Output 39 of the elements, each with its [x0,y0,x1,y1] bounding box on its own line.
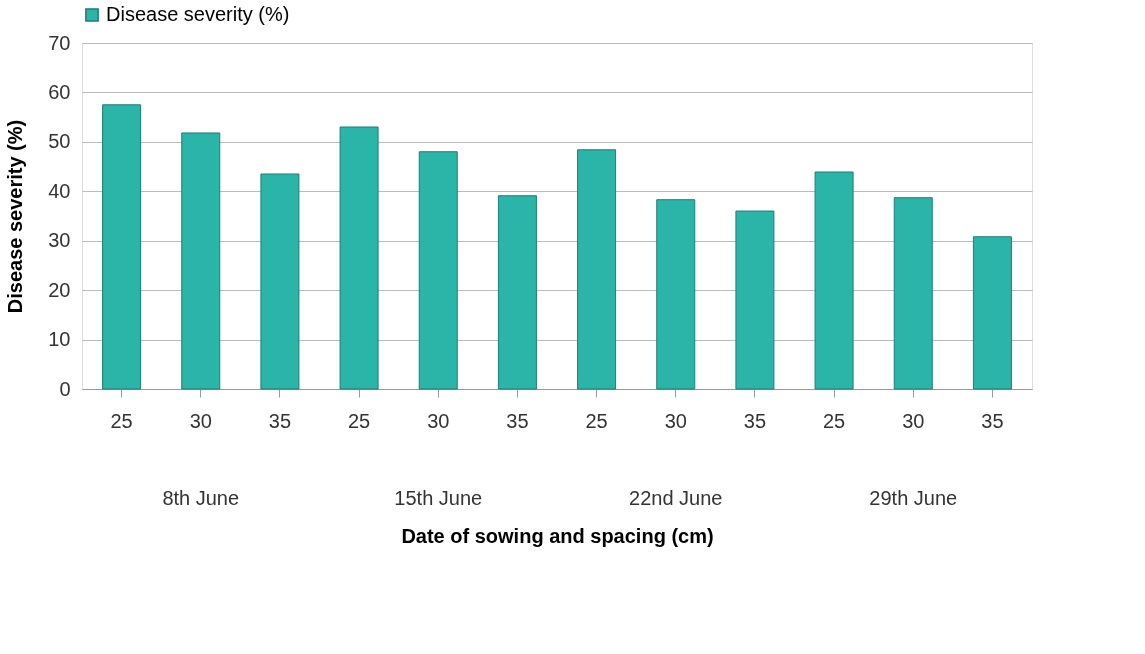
text: 22nd June [629,487,723,509]
y-tick-label: 0 [59,377,71,400]
bar [814,171,854,390]
x-tick-label: 35 [506,409,529,432]
y-tick-label: 10 [48,328,71,351]
x-tick-label: 30 [427,409,450,432]
text: 15th June [394,487,483,509]
x-tick-label: 30 [189,409,212,432]
y-tick-label: 60 [48,80,71,103]
text: 29th June [869,487,958,509]
bar [339,126,379,390]
x-tick-label: 35 [268,409,292,432]
x-axis-title: Date of sowing and spacing (cm) [401,524,714,547]
x-tick-label: 35 [981,409,1004,432]
x-tick-label: 30 [902,409,925,432]
y-axis-title: Disease severity (%) [4,119,27,314]
y-tick-label: 30 [48,229,71,252]
x-tick-label: 25 [822,409,846,432]
y-tick-label: 50 [48,130,71,153]
bar [102,104,142,390]
bar [577,149,617,390]
bar [656,199,696,390]
y-tick-label: 20 [48,278,71,301]
bar [181,132,221,390]
legend-label: Disease severity (%) [106,3,290,25]
bar [972,236,1012,390]
bar [260,173,300,390]
x-tick-label: 25 [585,409,608,432]
x-tick-label: 25 [347,409,371,432]
x-tick-label: 35 [743,409,767,432]
y-tick-label: 40 [48,179,71,202]
bar [735,210,775,390]
bar [497,195,537,390]
bar [418,151,458,390]
x-tick-label: 30 [664,409,687,432]
x-tick-label: 25 [110,409,133,432]
bar [893,197,933,390]
text: 8th June [162,487,240,509]
y-tick-label: 70 [48,31,71,54]
